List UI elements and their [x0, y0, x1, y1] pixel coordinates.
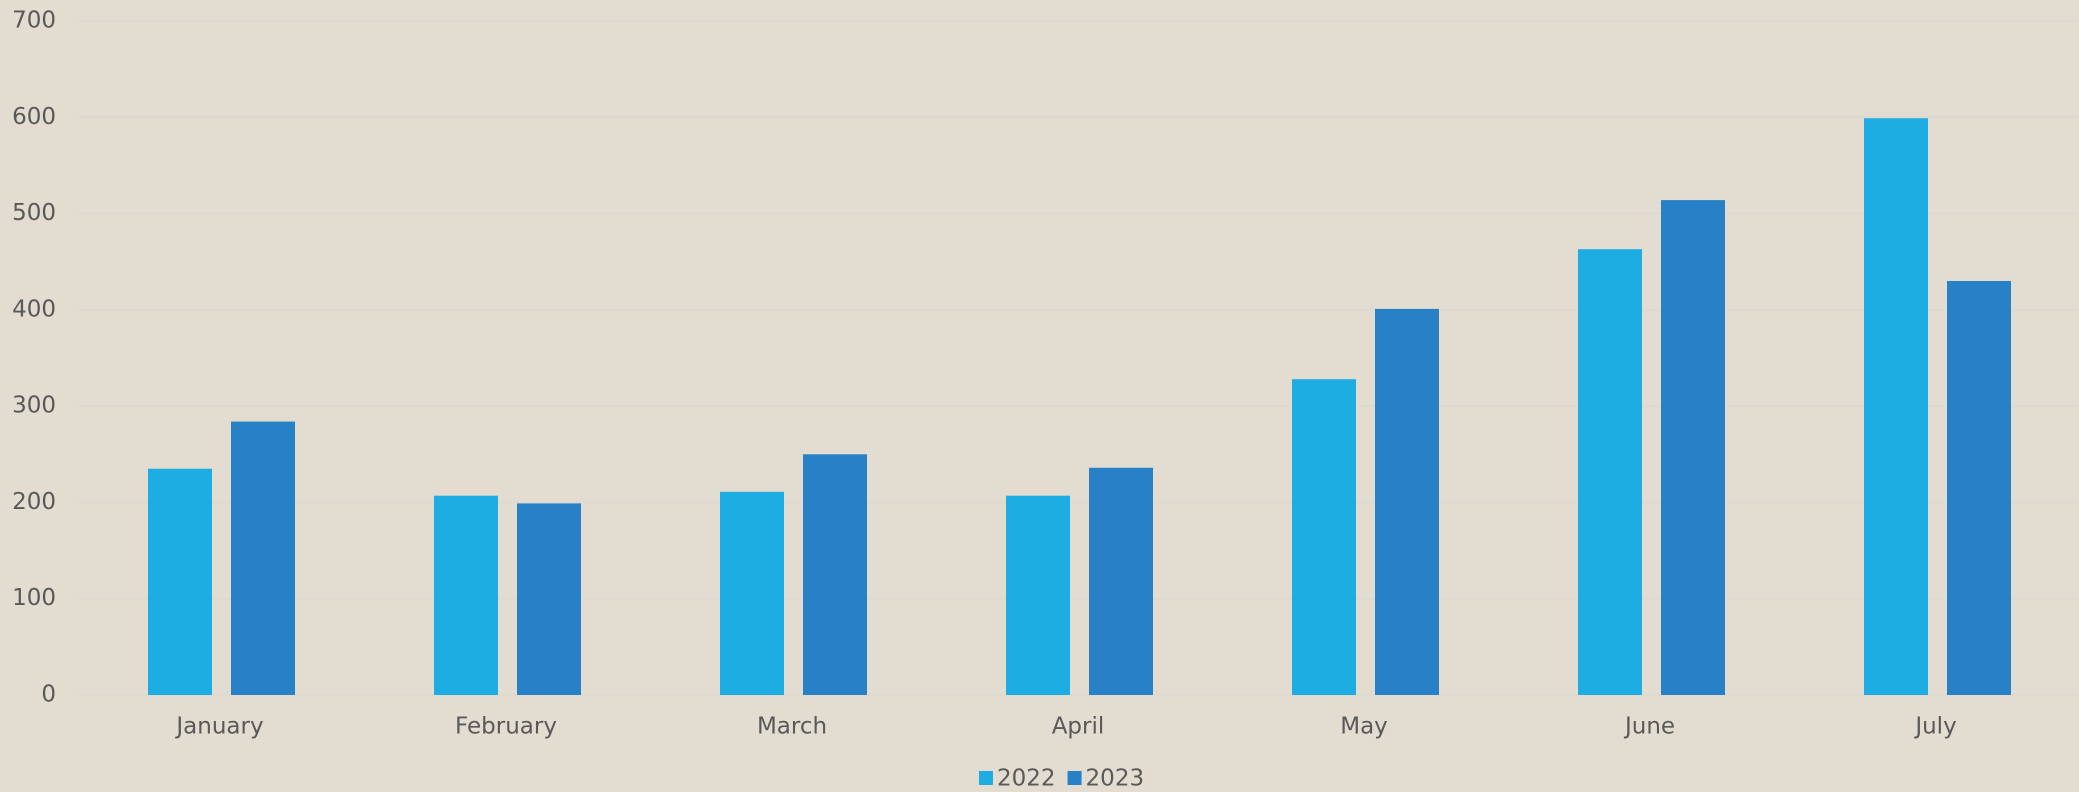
y-tick-label: 100: [12, 585, 56, 611]
x-tick-label: June: [1623, 714, 1675, 740]
x-tick-label: March: [757, 714, 827, 740]
x-tick-label: April: [1052, 714, 1105, 740]
x-tick-label: February: [455, 714, 557, 740]
y-tick-label: 400: [12, 296, 56, 322]
legend-label: 2023: [1086, 766, 1145, 792]
bar: [517, 503, 581, 695]
bar: [1375, 308, 1439, 695]
bar: [434, 495, 498, 695]
legend-label: 2022: [997, 766, 1056, 792]
bar: [803, 454, 867, 695]
bar: [1661, 200, 1725, 695]
bar: [1292, 379, 1356, 695]
bar: [1864, 118, 1928, 695]
legend-swatch: [1067, 771, 1082, 785]
x-tick-label: July: [1913, 714, 1956, 740]
bar: [1089, 467, 1153, 695]
bar: [720, 491, 784, 695]
x-tick-label: January: [174, 714, 263, 740]
bar: [231, 421, 295, 695]
bar: [1006, 495, 1070, 695]
y-tick-label: 300: [12, 393, 56, 419]
legend-swatch: [979, 771, 993, 785]
bar: [1947, 280, 2011, 695]
y-tick-label: 0: [41, 682, 56, 708]
bar: [1578, 249, 1642, 695]
y-tick-label: 600: [12, 104, 56, 130]
y-tick-label: 700: [12, 8, 56, 34]
x-tick-label: May: [1340, 714, 1388, 740]
y-tick-label: 200: [12, 489, 56, 515]
bar: [148, 468, 212, 695]
y-tick-label: 500: [12, 200, 56, 226]
